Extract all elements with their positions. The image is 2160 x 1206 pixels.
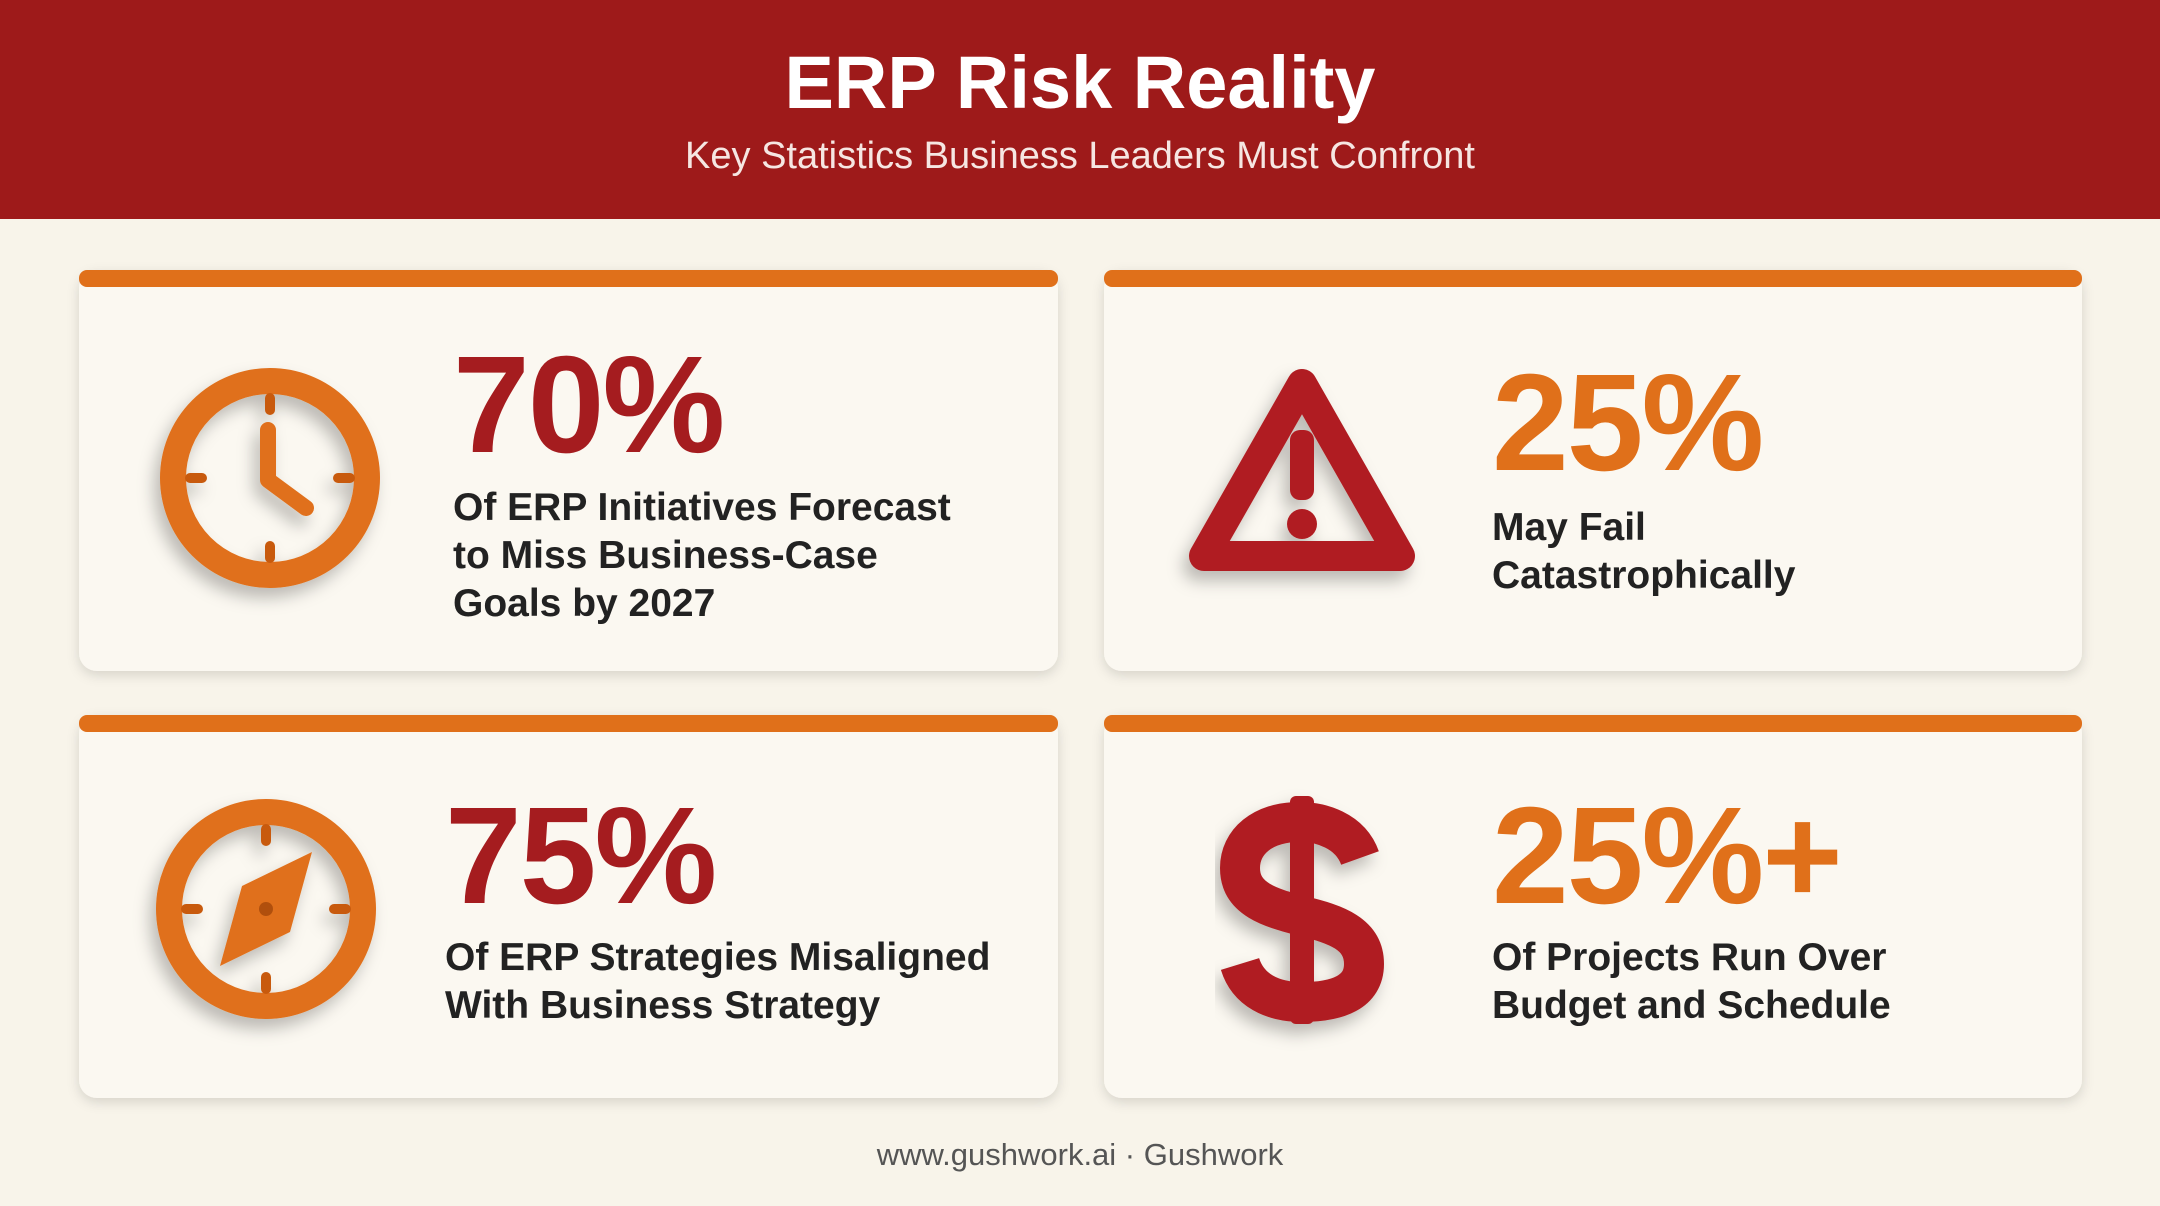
card-accent <box>79 270 1058 287</box>
compass-icon <box>156 799 376 1019</box>
description-line: With Business Strategy <box>445 984 881 1027</box>
subtitle: Key Statistics Business Leaders Must Con… <box>685 135 1475 177</box>
clock-icon <box>160 368 380 588</box>
card-accent <box>1104 715 2082 732</box>
card: 75% Of ERP Strategies Misaligned With Bu… <box>79 715 1058 1098</box>
stat: 25%+ <box>1492 779 1841 933</box>
description-line: Budget and Schedule <box>1492 984 1891 1027</box>
stat: 70% <box>453 328 723 482</box>
card-accent <box>79 715 1058 732</box>
description-line: Of ERP Strategies Misaligned <box>445 936 990 979</box>
card: 25% May Fail Catastrophically <box>1104 270 2082 671</box>
stat: 75% <box>445 779 715 933</box>
card: 70% Of ERP Initiatives Forecast to Miss … <box>79 270 1058 671</box>
card: 25%+ Of Projects Run Over Budget and Sch… <box>1104 715 2082 1098</box>
warning-icon <box>1189 369 1415 571</box>
card-accent <box>1104 270 2082 287</box>
dollar-icon <box>1219 796 1385 1024</box>
description-line: Catastrophically <box>1492 554 1796 597</box>
stat: 25% <box>1492 346 1762 500</box>
header-band <box>0 0 2160 219</box>
description-line: Goals by 2027 <box>453 582 715 625</box>
footer: www.gushwork.ai · Gushwork <box>876 1137 1284 1172</box>
description-line: to Miss Business-Case <box>453 534 878 577</box>
description-line: May Fail <box>1492 506 1646 549</box>
description-line: Of ERP Initiatives Forecast <box>453 486 951 529</box>
description-line: Of Projects Run Over <box>1492 936 1886 979</box>
title: ERP Risk Reality <box>785 41 1376 124</box>
